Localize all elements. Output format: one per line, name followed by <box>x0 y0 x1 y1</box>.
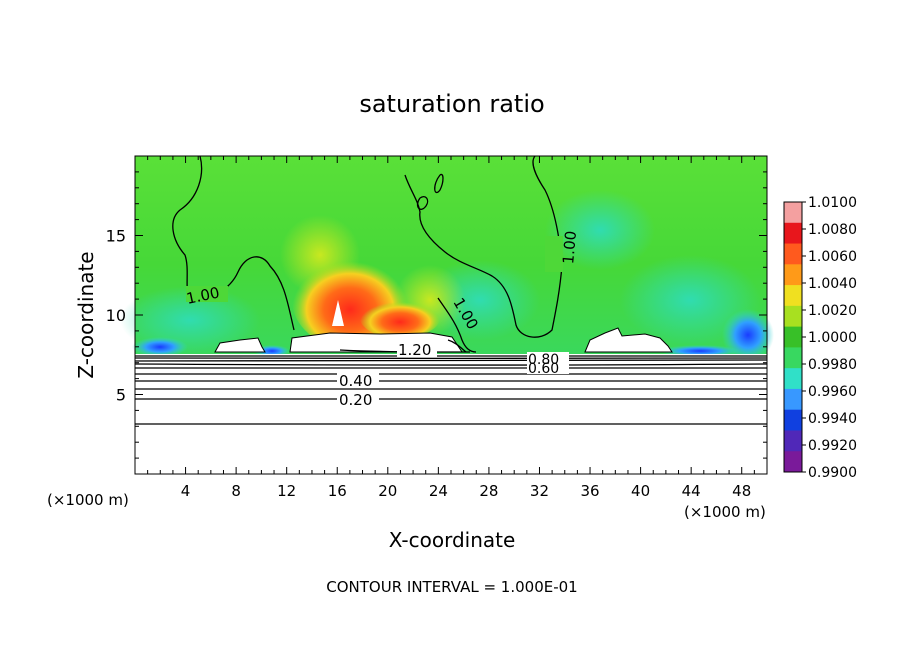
contour-interval-note: CONTOUR INTERVAL = 1.000E-01 <box>326 578 577 596</box>
field-blue-patch <box>722 309 774 361</box>
contour-line <box>404 155 563 338</box>
contour-label: 1.20 <box>398 341 431 359</box>
x-tick-label: 12 <box>277 482 296 500</box>
contour-label-bg <box>186 286 228 302</box>
y-tick-label: 15 <box>106 227 126 246</box>
colorbar-label: 1.0000 <box>808 330 857 346</box>
heatmap-field <box>120 156 774 474</box>
colorbar-swatch <box>784 243 802 265</box>
contour-line <box>134 363 768 366</box>
contour-labels: 1.00 1.00 1.00 1.20 0.80 0.60 0.40 0.20 <box>185 230 580 409</box>
x-axis-label: X-coordinate <box>389 528 516 552</box>
field-white-streak <box>332 300 344 326</box>
colorbar-label: 0.9920 <box>808 438 857 454</box>
colorbar-swatch <box>784 409 802 431</box>
supersaturated-region <box>584 327 673 353</box>
x-tick-label: 16 <box>328 482 347 500</box>
colorbar-swatch <box>784 430 802 452</box>
contour-label: 0.80 <box>528 352 559 368</box>
colorbar-swatch <box>784 347 802 369</box>
contour-line <box>447 339 467 353</box>
contour-line <box>434 173 444 194</box>
contour-label-bg <box>527 352 569 374</box>
colorbar-swatch <box>784 326 802 348</box>
x-axis-unit-left: (×1000 m) <box>47 491 129 509</box>
x-tick-label: 4 <box>181 482 191 500</box>
colorbar-label: 1.0020 <box>808 303 857 319</box>
contour-label: 0.40 <box>339 372 372 390</box>
x-tick-label: 32 <box>530 482 549 500</box>
x-tick-label: 44 <box>682 482 701 500</box>
x-tick-label: 40 <box>631 482 650 500</box>
x-axis: 4 8 12 16 20 24 28 32 36 40 44 48 <box>147 156 755 500</box>
x-tick-label: 36 <box>580 482 599 500</box>
contour-label: 0.20 <box>339 391 372 409</box>
contour-line <box>416 196 429 210</box>
field-cyan-patch <box>545 190 655 270</box>
contour-label: 1.00 <box>559 230 580 265</box>
contour-label-bg <box>337 372 379 388</box>
y-tick-label: 10 <box>106 306 126 325</box>
colorbar-label: 1.0060 <box>808 249 857 265</box>
colorbar-swatch <box>784 368 802 390</box>
field-red-maximum <box>360 298 440 338</box>
colorbar: 1.0100 1.0080 1.0060 1.0040 1.0020 1.0000 0.99… <box>783 195 857 481</box>
x-axis-unit-right: (×1000 m) <box>684 503 766 521</box>
y-axis: 5 10 15 <box>106 171 767 459</box>
y-tick-label: 5 <box>116 386 126 405</box>
colorbar-label: 0.9960 <box>808 384 857 400</box>
x-tick-label: 28 <box>479 482 498 500</box>
contour-label-bg <box>397 343 437 357</box>
contour-line <box>134 422 768 425</box>
x-tick-label: 20 <box>378 482 397 500</box>
x-tick-label: 8 <box>231 482 241 500</box>
field-cyan-patch <box>620 255 760 345</box>
contour-label-bg <box>337 391 379 407</box>
contour-line <box>134 367 768 370</box>
colorbar-label: 1.0040 <box>808 276 857 292</box>
y-axis-label: Z-coordinate <box>74 251 98 378</box>
x-tick-label: 48 <box>732 482 751 500</box>
colorbar-swatch <box>784 305 802 328</box>
sub-cloud-region <box>135 354 767 474</box>
contour-label-bg <box>545 236 563 272</box>
colorbar-label: 1.0100 <box>808 195 857 211</box>
colorbar-label: 1.0080 <box>808 222 857 238</box>
colorbar-swatch <box>784 202 802 224</box>
colorbar-swatch <box>784 285 802 307</box>
colorbar-swatch <box>784 451 802 473</box>
x-tick-label: 24 <box>429 482 448 500</box>
supersaturated-region <box>214 337 266 353</box>
colorbar-label: 0.9900 <box>808 465 857 481</box>
contour-line <box>437 297 477 353</box>
colorbar-swatch <box>784 264 802 286</box>
colorbar-label: 0.9940 <box>808 411 857 427</box>
colorbar-swatch <box>784 222 802 245</box>
colorbar-swatch <box>784 388 802 411</box>
chart-title: saturation ratio <box>359 90 544 118</box>
field-cyan-patch <box>120 286 260 354</box>
field-blue-patch <box>132 337 188 357</box>
colorbar-label: 0.9980 <box>808 357 857 373</box>
contour-label: 0.60 <box>528 361 559 377</box>
